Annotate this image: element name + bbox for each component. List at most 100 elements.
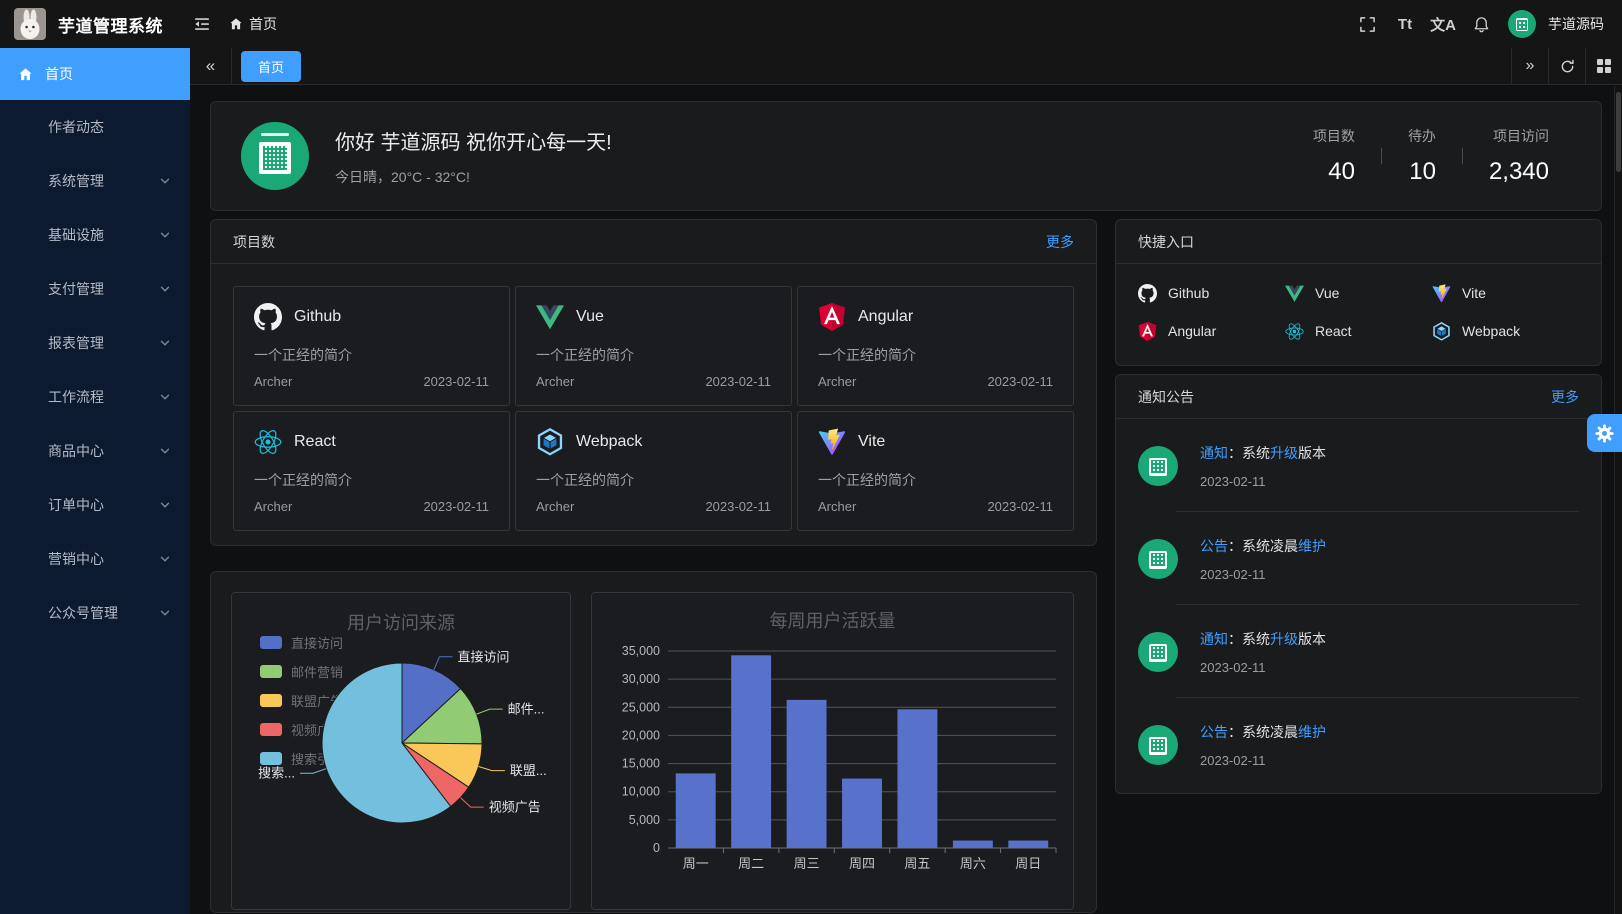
project-name: Vue [576, 308, 604, 325]
project-card-angular[interactable]: Angular 一个正经的简介 Archer 2023-02-11 [797, 286, 1074, 406]
project-card-webpack[interactable]: Webpack 一个正经的简介 Archer 2023-02-11 [515, 411, 792, 531]
shortcut-webpack[interactable]: Webpack [1432, 316, 1579, 346]
legend-item[interactable]: 直接访问 [260, 633, 343, 652]
sidebar-item-label: 工作流程 [48, 389, 104, 405]
shortcut-label: Webpack [1462, 323, 1521, 339]
greeting-text: 你好 芋道源码 祝你开心每一天! [335, 131, 612, 154]
sidebar-item-order[interactable]: 订单中心 [0, 478, 190, 532]
settings-gear-button[interactable] [1587, 414, 1622, 452]
pie-chart-title: 用户访问来源 [347, 613, 455, 633]
project-card-github[interactable]: Github 一个正经的简介 Archer 2023-02-11 [233, 286, 510, 406]
project-card-vite[interactable]: Vite 一个正经的简介 Archer 2023-02-11 [797, 411, 1074, 531]
user-name[interactable]: 芋道源码 [1548, 16, 1604, 32]
sidebar-item-report[interactable]: 报表管理 [0, 316, 190, 370]
sidebar-item-mp[interactable]: 公众号管理 [0, 586, 190, 640]
legend-swatch [260, 694, 282, 707]
notice-title: 公告：系统凌晨维护 [1200, 722, 1326, 742]
sidebar-item-author-news[interactable]: 作者动态 [0, 100, 190, 154]
notice-title-segment: ： [1228, 723, 1242, 740]
webpack-icon [1432, 321, 1451, 341]
svg-text:周四: 周四 [849, 856, 875, 871]
tab-home[interactable]: 首页 [241, 50, 302, 82]
tabs-collapse-left-icon[interactable]: « [190, 48, 232, 84]
sidebar-item-workflow[interactable]: 工作流程 [0, 370, 190, 424]
sidebar-item-label: 报表管理 [48, 335, 104, 351]
layout-grid-icon[interactable] [1585, 48, 1622, 84]
divider [1380, 148, 1382, 164]
locale-icon[interactable]: 文A [1430, 16, 1456, 34]
notice-date: 2023-02-11 [1200, 473, 1266, 489]
project-author: Archer [254, 374, 293, 389]
notice-title-segment: ： [1228, 444, 1242, 461]
notice-item[interactable]: 通知：系统升级版本 2023-02-11 [1116, 605, 1601, 698]
font-size-icon[interactable]: Tt [1397, 15, 1413, 33]
stat-label: 待办 [1407, 128, 1436, 144]
sidebar-item-infra[interactable]: 基础设施 [0, 208, 190, 262]
qr-avatar [1138, 445, 1178, 486]
sidebar-item-pay[interactable]: 支付管理 [0, 262, 190, 316]
user-avatar[interactable] [1508, 10, 1536, 38]
shortcut-react[interactable]: React [1285, 316, 1432, 346]
notice-item[interactable]: 公告：系统凌晨维护 2023-02-11 [1116, 512, 1601, 605]
project-date: 2023-02-11 [705, 499, 771, 514]
menu-fold-icon[interactable] [189, 11, 215, 37]
shortcut-github[interactable]: Github [1138, 278, 1285, 308]
svg-text:周一: 周一 [683, 856, 709, 871]
sidebar-item-marketing[interactable]: 营销中心 [0, 532, 190, 586]
shortcut-vite[interactable]: Vite [1432, 278, 1579, 308]
project-card-vue[interactable]: Vue 一个正经的简介 Archer 2023-02-11 [515, 286, 792, 406]
notice-title-segment: 升级 [1270, 630, 1298, 647]
notice-title-segment: 系统 [1242, 630, 1270, 647]
notice-title-segment: 版本 [1298, 630, 1326, 647]
sidebar-item-label: 系统管理 [48, 173, 104, 189]
sidebar-item-label: 营销中心 [48, 551, 104, 567]
legend-item[interactable]: 联盟广告 [260, 691, 343, 710]
shortcut-vue[interactable]: Vue [1285, 278, 1432, 308]
github-icon [1138, 283, 1157, 303]
chevron-down-icon [160, 338, 170, 348]
angular-icon [818, 303, 846, 331]
refresh-icon[interactable] [1548, 48, 1585, 84]
shortcuts-card: 快捷入口 Github Vue Vite Angular React Webpa… [1115, 219, 1602, 366]
notice-title-segment: 升级 [1270, 444, 1298, 461]
notice-item[interactable]: 公告：系统凌晨维护 2023-02-11 [1116, 698, 1601, 791]
notice-item[interactable]: 通知：系统升级版本 2023-02-11 [1116, 419, 1601, 512]
notice-title-segment: 维护 [1298, 537, 1326, 554]
project-date: 2023-02-11 [705, 374, 771, 389]
project-desc: 一个正经的简介 [818, 472, 916, 488]
legend-item[interactable]: 邮件营销 [260, 662, 343, 681]
notices-more-link[interactable]: 更多 [1551, 388, 1579, 405]
sidebar-item-home[interactable]: 首页 [0, 48, 190, 100]
breadcrumb[interactable]: 首页 [229, 14, 277, 34]
react-icon [254, 428, 282, 456]
fullscreen-icon[interactable] [1350, 7, 1384, 41]
shortcut-angular[interactable]: Angular [1138, 316, 1285, 346]
notification-bell-icon[interactable] [1464, 7, 1498, 41]
project-author: Archer [254, 499, 293, 514]
sidebar-item-product[interactable]: 商品中心 [0, 424, 190, 478]
scrollbar-thumb[interactable] [1616, 92, 1621, 172]
sidebar-item-system[interactable]: 系统管理 [0, 154, 190, 208]
sidebar-item-label: 公众号管理 [48, 605, 118, 621]
tabs-collapse-right-icon[interactable]: » [1511, 48, 1548, 84]
svg-text:35,000: 35,000 [622, 644, 660, 658]
webpack-icon [536, 428, 564, 456]
chevron-down-icon [160, 446, 170, 456]
bar-chart: 每周用户活跃量 0 5,000 10,000 15,000 20,000 25,000 30,… [622, 611, 1057, 871]
pie-chart-card: 用户访问来源 直接访问 邮件营销 联盟广告 视频广告 搜索引擎 直接访问 邮件... 联盟.… [231, 592, 571, 910]
svg-text:20,000: 20,000 [622, 728, 660, 742]
tab-bar: « 首页 » [190, 48, 1622, 85]
sidebar-item-label: 订单中心 [48, 497, 104, 513]
projects-more-link[interactable]: 更多 [1046, 233, 1074, 250]
svg-text:30,000: 30,000 [622, 672, 660, 686]
gear-icon [1595, 423, 1614, 443]
shortcut-label: Vite [1462, 285, 1486, 301]
notice-title-segment: ： [1228, 537, 1242, 554]
charts-card: 用户访问来源 直接访问 邮件营销 联盟广告 视频广告 搜索引擎 直接访问 邮件... 联盟.… [210, 571, 1097, 913]
chevron-down-icon [160, 608, 170, 618]
weather-text: 今日晴，20°C - 32°C! [335, 168, 470, 185]
svg-text:周日: 周日 [1015, 856, 1041, 871]
github-icon [254, 303, 282, 331]
project-card-react[interactable]: React 一个正经的简介 Archer 2023-02-11 [233, 411, 510, 531]
